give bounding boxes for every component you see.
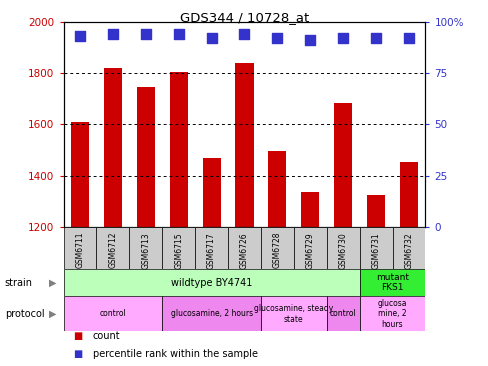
Bar	[227, 227, 261, 269]
Text: mutant
FKS1: mutant FKS1	[375, 273, 408, 292]
Bar	[71, 122, 89, 227]
Bar	[162, 296, 261, 331]
Text: GDS344 / 10728_at: GDS344 / 10728_at	[180, 11, 308, 24]
Text: control: control	[100, 309, 126, 318]
Point	[273, 36, 281, 41]
Bar	[103, 68, 122, 227]
Text: GSM6730: GSM6730	[338, 232, 347, 269]
Bar	[359, 227, 392, 269]
Text: strain: strain	[5, 278, 33, 288]
Bar	[326, 296, 359, 331]
Bar	[162, 227, 195, 269]
Point	[404, 36, 412, 41]
Text: glucosamine, steady
state: glucosamine, steady state	[254, 304, 333, 324]
Bar	[293, 227, 326, 269]
Bar	[261, 296, 326, 331]
Text: ■: ■	[73, 349, 82, 359]
Bar	[96, 227, 129, 269]
Text: glucosamine, 2 hours: glucosamine, 2 hours	[170, 309, 252, 318]
Point	[207, 36, 215, 41]
Text: control: control	[329, 309, 356, 318]
Text: GSM6712: GSM6712	[108, 232, 117, 269]
Text: ■: ■	[73, 332, 82, 341]
Bar	[326, 227, 359, 269]
Point	[76, 33, 84, 39]
Bar	[261, 227, 293, 269]
Text: GSM6728: GSM6728	[272, 232, 281, 269]
Bar	[129, 227, 162, 269]
Bar	[63, 227, 96, 269]
Bar	[268, 152, 286, 227]
Bar	[63, 296, 162, 331]
Text: ▶: ▶	[49, 309, 56, 319]
Bar	[366, 195, 385, 227]
Text: percentile rank within the sample: percentile rank within the sample	[93, 349, 257, 359]
Bar	[359, 296, 425, 331]
Point	[109, 31, 117, 37]
Bar	[202, 158, 220, 227]
Point	[339, 36, 346, 41]
Bar	[392, 227, 425, 269]
Point	[371, 36, 379, 41]
Text: GSM6732: GSM6732	[404, 232, 413, 269]
Bar	[169, 72, 187, 227]
Text: ▶: ▶	[49, 278, 56, 288]
Bar	[333, 103, 351, 227]
Text: GSM6726: GSM6726	[240, 232, 248, 269]
Bar	[301, 193, 319, 227]
Bar	[63, 269, 359, 296]
Point	[174, 31, 182, 37]
Text: GSM6731: GSM6731	[371, 232, 380, 269]
Bar	[137, 87, 155, 227]
Text: GSM6713: GSM6713	[141, 232, 150, 269]
Text: wildtype BY4741: wildtype BY4741	[171, 278, 252, 288]
Text: GSM6717: GSM6717	[207, 232, 216, 269]
Point	[142, 31, 149, 37]
Bar	[359, 269, 425, 296]
Text: glucosa
mine, 2
hours: glucosa mine, 2 hours	[377, 299, 407, 329]
Bar	[195, 227, 227, 269]
Bar	[235, 63, 253, 227]
Point	[240, 31, 248, 37]
Bar	[399, 162, 417, 227]
Text: GSM6711: GSM6711	[75, 232, 84, 269]
Text: count: count	[93, 332, 120, 341]
Text: GSM6729: GSM6729	[305, 232, 314, 269]
Point	[306, 37, 314, 43]
Text: GSM6715: GSM6715	[174, 232, 183, 269]
Text: protocol: protocol	[5, 309, 44, 319]
